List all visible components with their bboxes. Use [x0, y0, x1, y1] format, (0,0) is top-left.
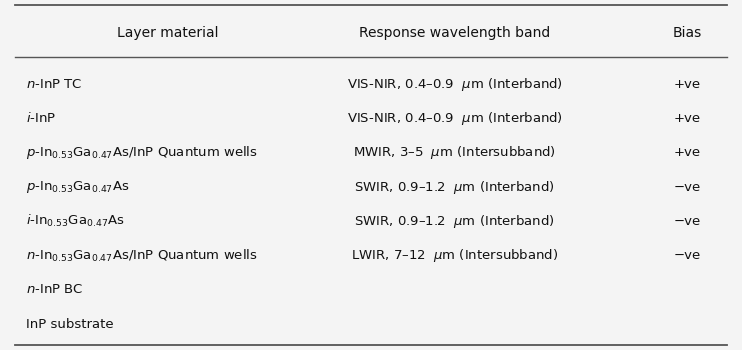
Text: $i$-InP: $i$-InP	[26, 111, 56, 125]
Text: −ve: −ve	[674, 249, 701, 262]
Text: $p$-In$_{0.53}$Ga$_{0.47}$As: $p$-In$_{0.53}$Ga$_{0.47}$As	[26, 179, 129, 195]
Text: −ve: −ve	[674, 181, 701, 194]
Text: +ve: +ve	[674, 112, 701, 125]
Text: $n$-InP BC: $n$-InP BC	[26, 284, 83, 296]
Text: VIS-NIR, 0.4–0.9  $\mu$m (Interband): VIS-NIR, 0.4–0.9 $\mu$m (Interband)	[347, 76, 562, 93]
Text: $n$-InP TC: $n$-InP TC	[26, 78, 82, 91]
Text: +ve: +ve	[674, 78, 701, 91]
Text: SWIR, 0.9–1.2  $\mu$m (Interband): SWIR, 0.9–1.2 $\mu$m (Interband)	[354, 178, 555, 196]
Text: Bias: Bias	[673, 26, 702, 40]
Text: −ve: −ve	[674, 215, 701, 228]
Text: +ve: +ve	[674, 146, 701, 159]
Text: $n$-In$_{0.53}$Ga$_{0.47}$As/InP Quantum wells: $n$-In$_{0.53}$Ga$_{0.47}$As/InP Quantum…	[26, 247, 257, 264]
Text: $i$-In$_{0.53}$Ga$_{0.47}$As: $i$-In$_{0.53}$Ga$_{0.47}$As	[26, 213, 125, 229]
Text: Layer material: Layer material	[116, 26, 218, 40]
Text: VIS-NIR, 0.4–0.9  $\mu$m (Interband): VIS-NIR, 0.4–0.9 $\mu$m (Interband)	[347, 110, 562, 127]
Text: Response wavelength band: Response wavelength band	[359, 26, 551, 40]
Text: InP substrate: InP substrate	[26, 318, 114, 331]
Text: SWIR, 0.9–1.2  $\mu$m (Interband): SWIR, 0.9–1.2 $\mu$m (Interband)	[354, 213, 555, 230]
Text: $p$-In$_{0.53}$Ga$_{0.47}$As/InP Quantum wells: $p$-In$_{0.53}$Ga$_{0.47}$As/InP Quantum…	[26, 144, 257, 161]
Text: LWIR, 7–12  $\mu$m (Intersubband): LWIR, 7–12 $\mu$m (Intersubband)	[351, 247, 558, 264]
Text: MWIR, 3–5  $\mu$m (Intersubband): MWIR, 3–5 $\mu$m (Intersubband)	[353, 144, 556, 161]
